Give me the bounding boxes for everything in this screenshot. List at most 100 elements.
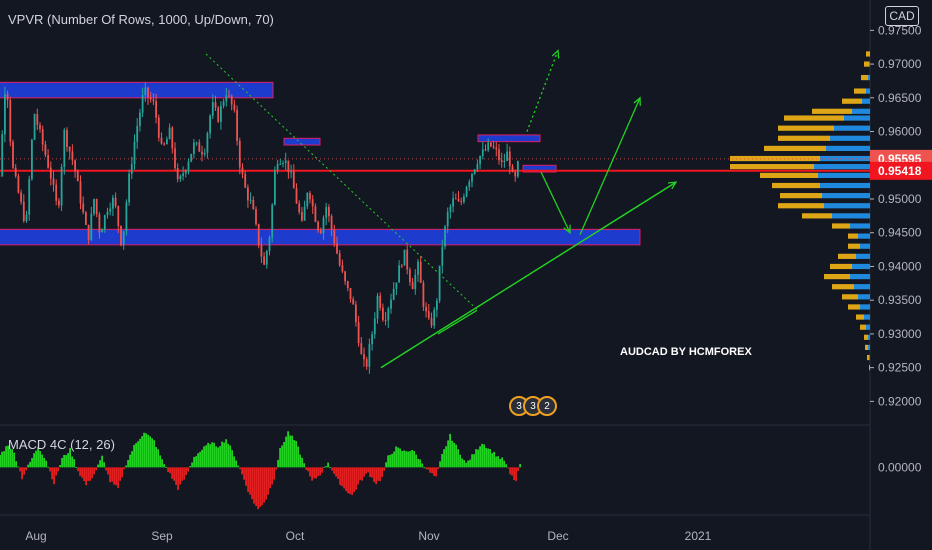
macd-bar [0,454,1,468]
candle-body [98,214,101,233]
candle-body [58,200,60,206]
macd-bar [341,467,343,487]
candle-body [187,161,190,171]
macd-bar [355,467,357,490]
candle-body [414,274,417,290]
currency-button[interactable]: CAD [885,6,919,26]
macd-bar [217,447,219,468]
macd-bar [351,467,353,496]
macd-bar [139,438,141,468]
candle-body [198,142,201,152]
candle-body [203,152,206,155]
candle-body [406,249,409,270]
macd-bar [319,467,321,476]
candle-body [247,187,249,201]
candle-body [400,265,403,267]
candle-body [20,192,22,202]
event-badge[interactable]: 2 [537,396,557,416]
candle-body [174,148,176,169]
candle-body [109,208,112,212]
macd-bar [235,460,237,468]
vp-bar-up [852,108,870,114]
macd-bar [145,433,147,468]
candle-body [52,178,55,185]
axes: 0.975000.970000.965000.960000.955000.950… [25,23,932,543]
y-tick-label: 0.93500 [878,293,922,307]
macd-bar [431,467,433,474]
candle-body [490,142,492,147]
candle-body [206,133,209,153]
macd-bar [489,449,491,468]
vp-bar-up [868,74,870,81]
macd-bar [71,456,73,468]
macd-bar [287,431,289,468]
y-tick-label: 0.97500 [878,23,922,37]
projection-line [579,97,641,235]
macd-bar [81,467,83,478]
macd-bar [203,446,205,468]
macd-bar [471,454,473,468]
macd-bar [5,446,7,468]
vp-bar-down [832,284,854,290]
macd-bar [457,449,459,468]
candle-body [476,164,479,170]
macd-bar [7,445,9,468]
candle-body [147,87,149,98]
macd-bar [247,467,249,492]
macd-bar [473,454,475,468]
candle-body [360,343,363,355]
candle-body [330,216,333,230]
macd-bar [377,467,379,481]
macd-histogram [0,431,521,510]
candle-body [152,99,155,102]
macd-bar [29,461,31,468]
candle-body [333,229,336,244]
event-badges[interactable]: 3 3 2 [509,396,557,416]
macd-bar [493,451,495,468]
macd-bar [45,460,47,468]
macd-bar [501,457,503,468]
macd-bar [83,467,85,481]
candle-body [274,170,276,205]
macd-bar [285,436,287,468]
candle-body [182,173,184,176]
macd-bar [207,442,209,468]
macd-bar [133,444,135,468]
macd-bar [363,467,365,477]
candle-body [101,229,103,233]
macd-bar [165,467,167,468]
macd-bar [91,467,93,479]
macd-bar [487,448,489,468]
vp-bar-down [824,273,850,280]
candle-body [68,146,71,152]
candle-body [149,97,152,100]
macd-bar [497,456,499,468]
vp-bar-up [868,344,870,351]
macd-bar [273,467,275,480]
macd-bar [393,451,395,468]
vpvr-indicator-label[interactable]: VPVR (Number Of Rows, 1000, Up/Down, 70) [8,12,274,27]
x-tick-label: 2021 [685,529,712,543]
macd-bar [307,467,309,472]
macd-bar [67,453,69,468]
macd-indicator-label[interactable]: MACD 4C (12, 26) [8,437,115,452]
macd-bar [121,467,123,478]
macd-bar [279,448,281,468]
vp-bar-up [852,263,870,270]
macd-bar [225,439,227,468]
candle-body [436,300,438,310]
macd-bar [417,458,419,468]
candle-body [479,156,481,165]
candle-body [492,146,495,148]
macd-bar [289,435,291,468]
candle-body [355,304,357,323]
vp-bar-down [848,243,860,249]
candle-body [33,114,36,140]
macd-bar [463,460,465,468]
vp-bar-down [865,344,868,351]
macd-bar [411,449,413,468]
macd-bar [309,467,311,477]
macd-bar [105,467,107,471]
candle-body [230,95,233,105]
